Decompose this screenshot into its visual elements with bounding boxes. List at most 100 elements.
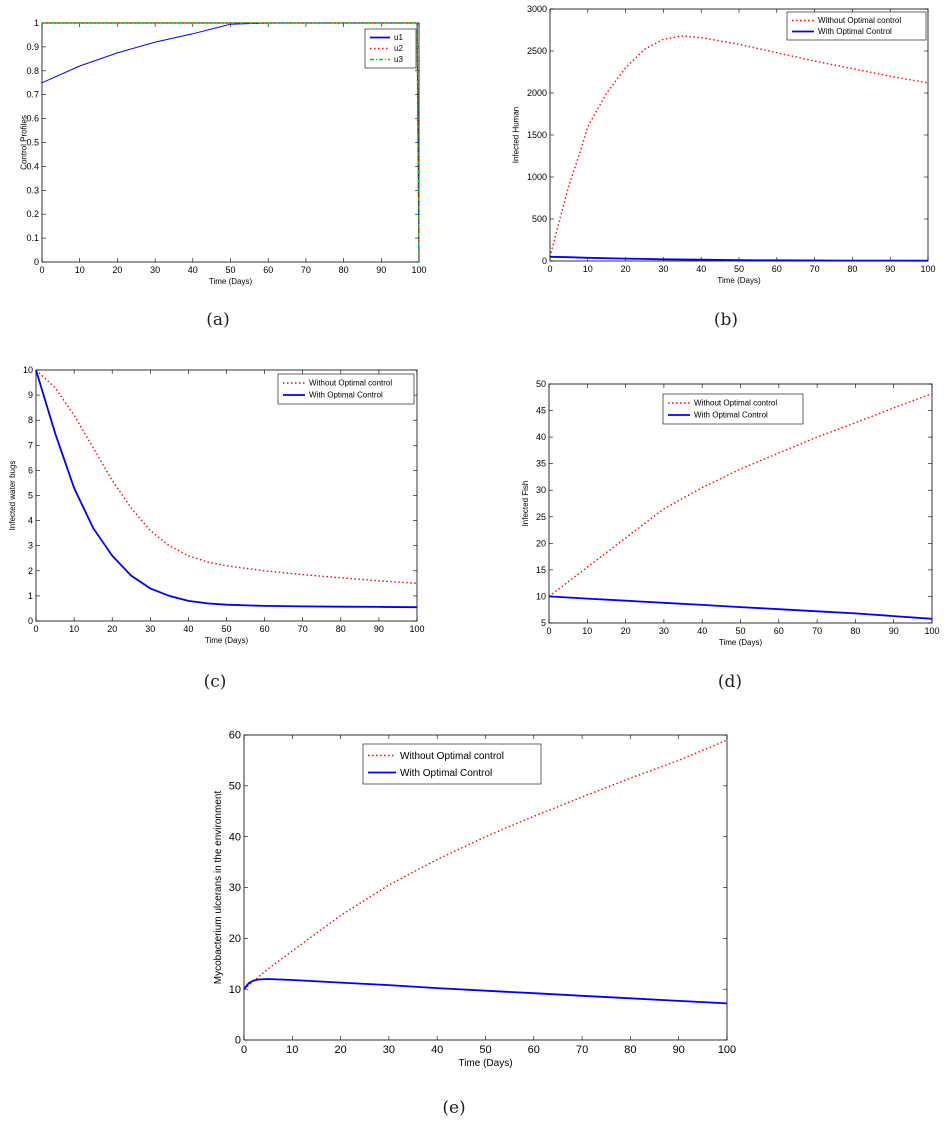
y-tick-label: 35	[536, 459, 546, 469]
y-tick-label: 2000	[527, 88, 547, 98]
chart-panel-d: 0 10 20 30 40 50 60 70 80 90 100 5 10 15 20 25 30 35 40 45 5…	[480, 360, 947, 700]
x-tick-label: 90	[889, 626, 899, 636]
legend-label: u2	[394, 44, 403, 53]
chart-a: 0 10 20 30 40 50 60 70 80 90 100 0 0.1 0.2 0.3 0.4 0.5 0.…	[20, 18, 427, 286]
x-tick-label: 100	[718, 1044, 736, 1056]
x-tick-label: 70	[812, 626, 822, 636]
x-tick-label: 60	[263, 265, 273, 275]
y-tick-label: 40	[229, 831, 241, 843]
x-tick-label: 30	[145, 624, 155, 634]
chart-b: 0 10 20 30 40 50 60 70 80 90 100050010001500200025…	[511, 4, 935, 285]
y-tick-label: 9	[28, 390, 33, 400]
x-tick-label: 100	[920, 264, 935, 274]
legend-label: u1	[394, 33, 403, 42]
x-tick-label: 90	[673, 1044, 685, 1056]
y-tick-label: 1500	[527, 130, 547, 140]
y-tick-label: 0.5	[26, 138, 39, 148]
y-tick-label: 1000	[527, 172, 547, 182]
x-tick-label: 20	[107, 624, 117, 634]
x-tick-label: 40	[697, 626, 707, 636]
x-axis-label: Time (Days)	[209, 277, 253, 286]
y-tick-label: 50	[536, 379, 546, 389]
x-tick-label: 60	[772, 264, 782, 274]
y-tick-label: 0.1	[26, 233, 39, 243]
x-tick-label: 20	[621, 626, 631, 636]
series-line-2	[549, 255, 929, 262]
legend-box	[362, 743, 542, 785]
x-axis-label: Time (Days)	[719, 638, 763, 647]
x-tick-label: 70	[810, 264, 820, 274]
x-tick-label: 40	[188, 265, 198, 275]
chart-panel-e: 0 10 20 30 40 50 60 70 80 90 100 0 10 20 30 40 50 60 Time …	[170, 718, 770, 1132]
y-tick-label: 1	[28, 591, 33, 601]
legend-label: With Optimal Control	[818, 27, 892, 36]
y-tick-label: 0.8	[26, 66, 39, 76]
x-tick-label: 100	[924, 626, 939, 636]
y-tick-label: 25	[536, 512, 546, 522]
y-axis-label: Mycobacterium ulcerans in the environmen…	[213, 791, 224, 985]
x-tick-label: 20	[334, 1044, 346, 1056]
y-tick-label: 0.4	[26, 161, 39, 171]
x-tick-label: 0	[241, 1044, 247, 1056]
plot-area	[41, 22, 420, 263]
x-tick-label: 10	[286, 1044, 298, 1056]
caption-a: (a)	[206, 310, 230, 330]
x-tick-label: 50	[734, 264, 744, 274]
y-tick-label: 0	[542, 256, 547, 266]
series-line-1	[35, 369, 418, 584]
caption-d: (d)	[717, 672, 743, 692]
legend-label: Without Optimal control	[400, 751, 504, 762]
x-tick-label: 100	[411, 265, 426, 275]
y-axis-label: Infected Fish	[521, 481, 530, 527]
x-tick-label: 70	[298, 624, 308, 634]
y-tick-label: 20	[536, 538, 546, 548]
y-tick-label: 7	[28, 440, 33, 450]
y-tick-label: 50	[229, 781, 241, 793]
y-tick-label: 10	[536, 591, 546, 601]
series-line-2	[35, 369, 418, 609]
y-tick-label: 5	[541, 618, 546, 628]
y-tick-label: 40	[536, 432, 546, 442]
y-tick-label: 2500	[527, 46, 547, 56]
y-tick-label: 1	[34, 18, 39, 28]
y-tick-label: 0.6	[26, 114, 39, 124]
y-tick-label: 6	[28, 465, 33, 475]
y-tick-label: 20	[229, 933, 241, 945]
y-tick-label: 0.9	[26, 42, 39, 52]
y-tick-label: 0	[34, 257, 39, 267]
caption-c: (c)	[203, 672, 227, 692]
y-tick-label: 8	[28, 415, 33, 425]
plot-area	[243, 734, 728, 1041]
y-tick-label: 30	[536, 485, 546, 495]
x-tick-label: 40	[431, 1044, 443, 1056]
legend-label: Without Optimal control	[309, 379, 392, 388]
chart-panel-c: 0 10 20 30 40 50 60 70 80 90 100 0 1 2 3 4 5 6 7 8 9 10 Time (…	[0, 360, 470, 700]
x-tick-label: 50	[225, 265, 235, 275]
x-tick-label: 10	[75, 265, 85, 275]
y-axis-label: Control Profiles	[20, 115, 29, 170]
x-tick-label: 80	[624, 1044, 636, 1056]
x-tick-label: 30	[659, 626, 669, 636]
x-tick-label: 80	[850, 626, 860, 636]
y-tick-label: 0	[235, 1035, 241, 1047]
x-axis-label: Time (Days)	[205, 636, 249, 645]
y-tick-label: 30	[229, 882, 241, 894]
plot-area	[549, 8, 929, 262]
x-tick-label: 30	[658, 264, 668, 274]
x-axis-label: Time (Days)	[717, 276, 761, 285]
x-tick-label: 60	[528, 1044, 540, 1056]
chart-panel-a: 0 10 20 30 40 50 60 70 80 90 100 0 0.1 0.2 0.3 0.4 0.5 0.…	[0, 0, 470, 340]
x-tick-label: 60	[774, 626, 784, 636]
x-tick-label: 0	[33, 624, 38, 634]
series-line-3	[42, 22, 420, 263]
x-tick-label: 20	[621, 264, 631, 274]
legend-label: With Optimal Control	[309, 391, 383, 400]
x-tick-label: 30	[383, 1044, 395, 1056]
y-tick-label: 10	[23, 365, 33, 375]
x-tick-label: 50	[735, 626, 745, 636]
y-tick-label: 2	[28, 566, 33, 576]
legend-box	[786, 11, 927, 41]
x-tick-label: 0	[547, 264, 552, 274]
legend-box	[277, 373, 415, 405]
series-line-2	[548, 595, 933, 620]
